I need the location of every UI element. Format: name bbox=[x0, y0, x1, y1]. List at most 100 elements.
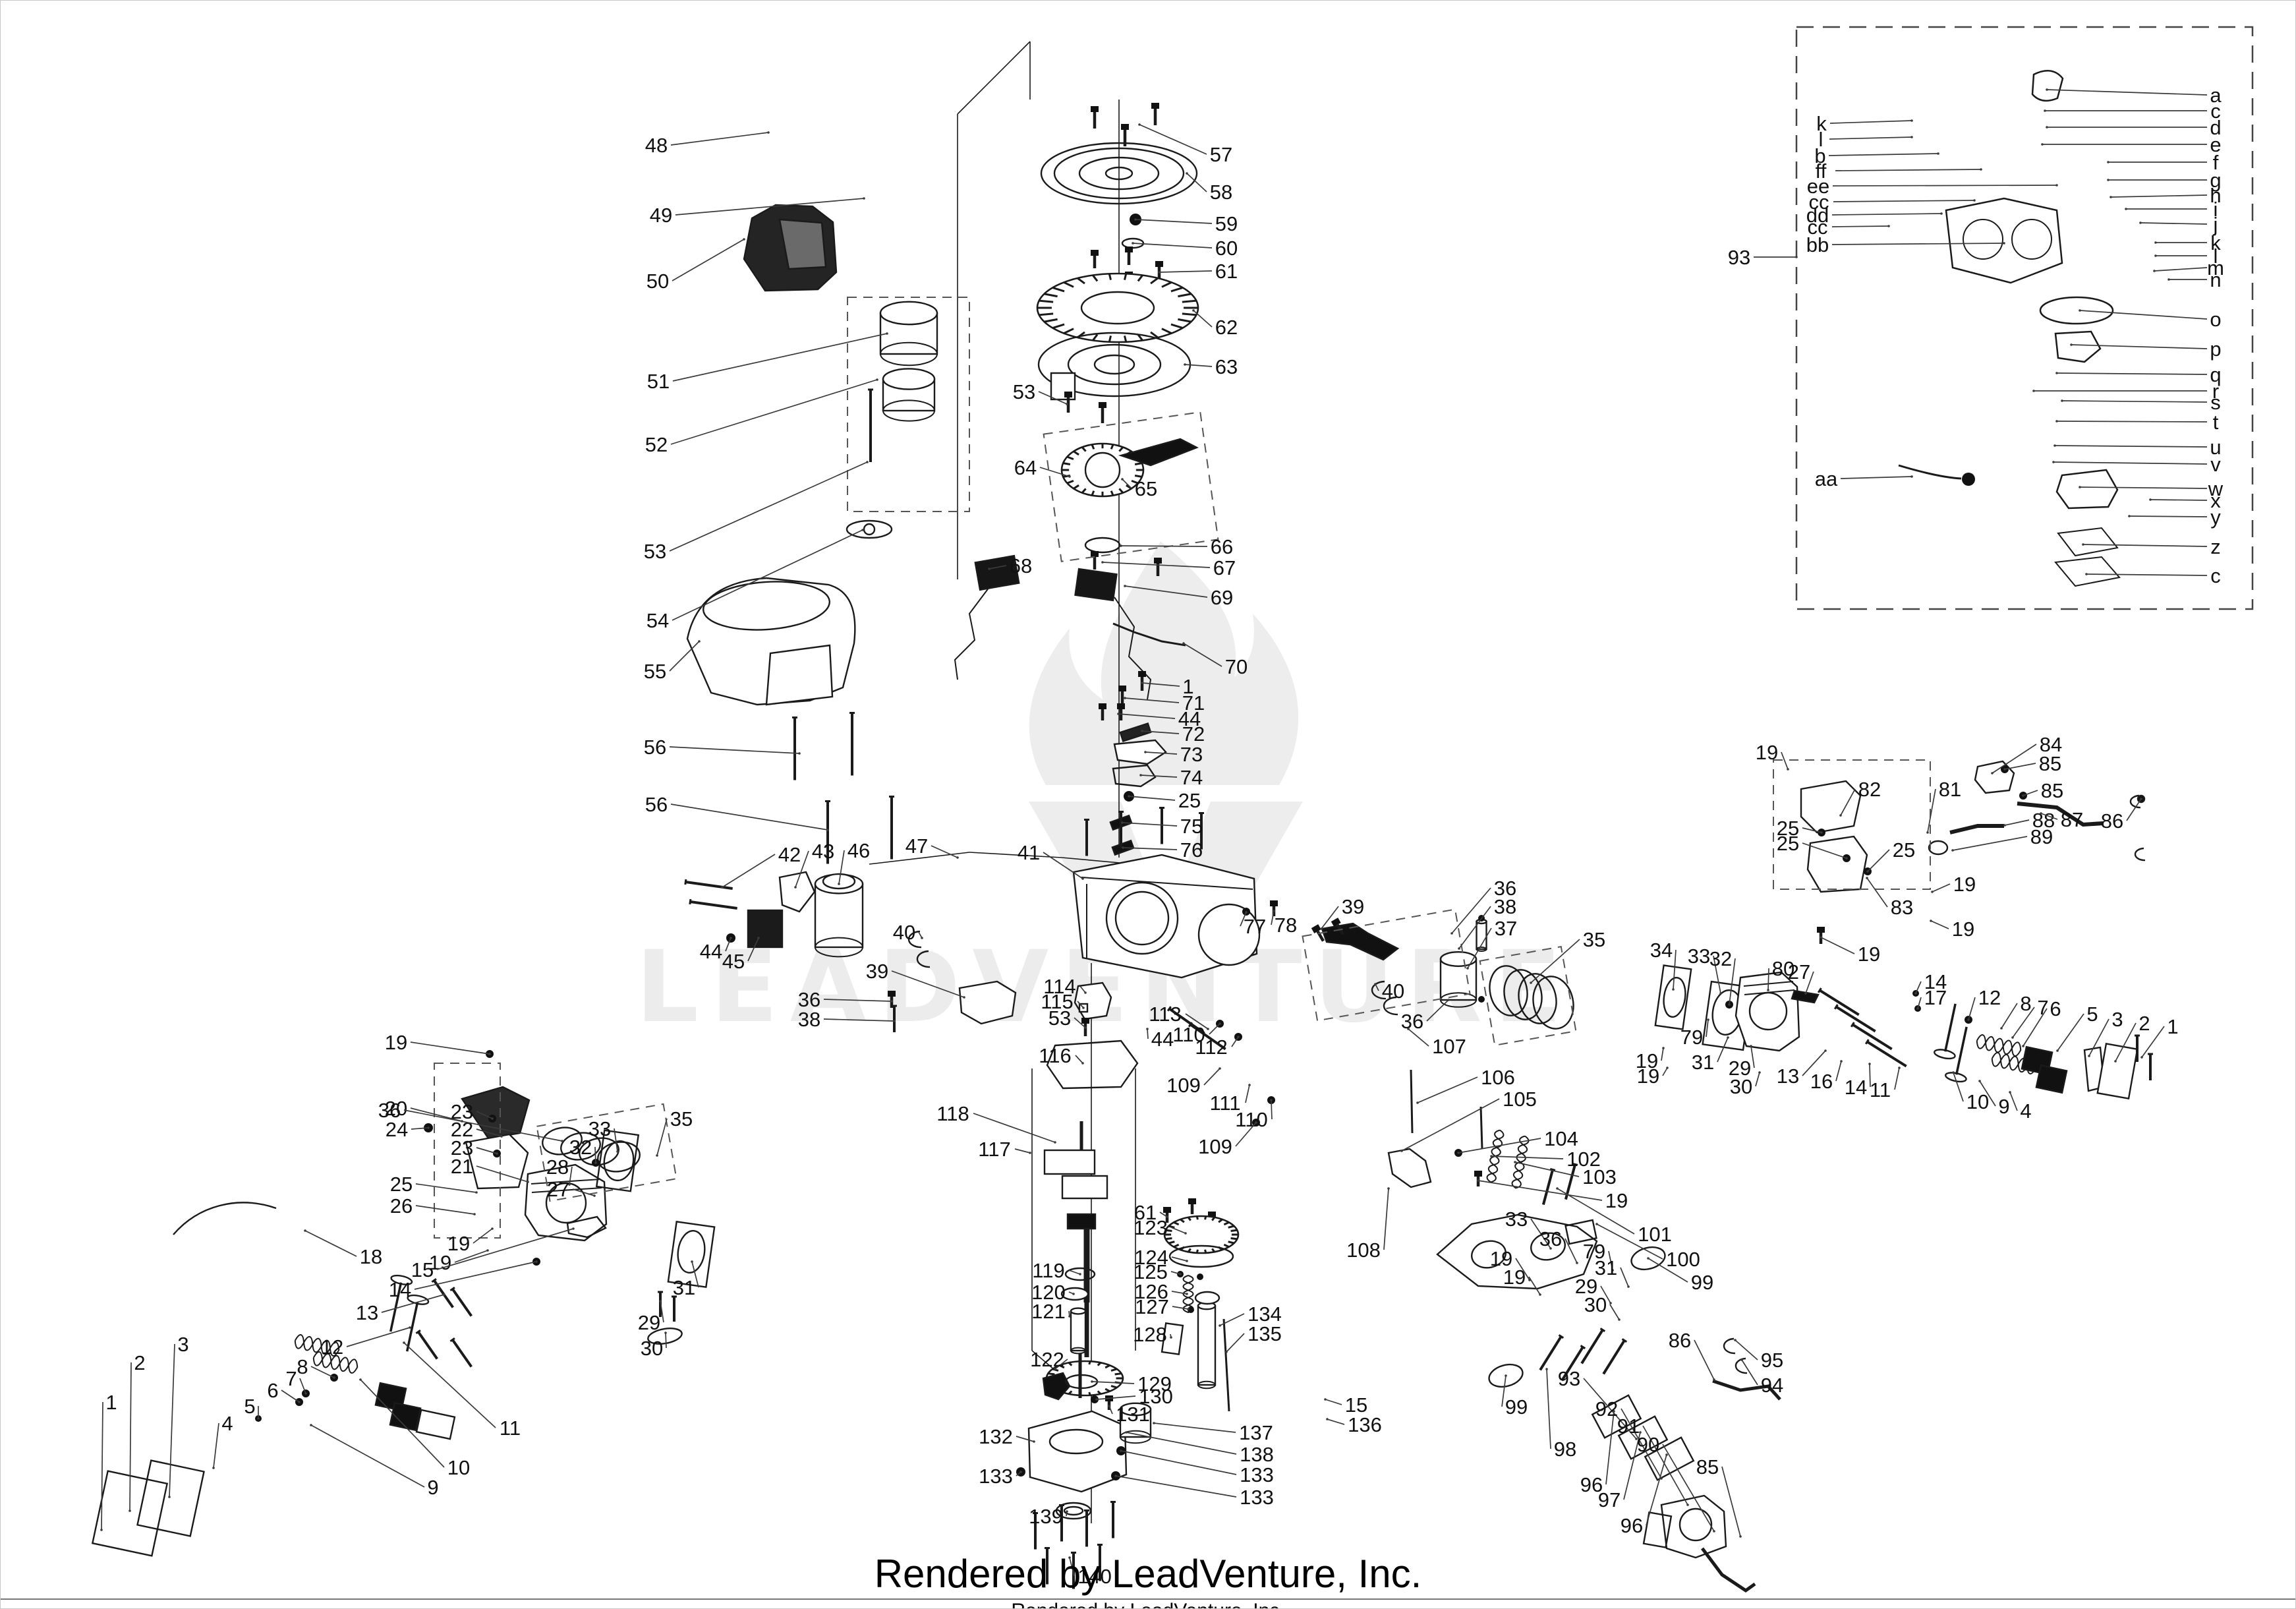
svg-text:41: 41 bbox=[1018, 841, 1040, 864]
svg-text:111: 111 bbox=[1209, 1092, 1240, 1115]
svg-text:k: k bbox=[2210, 231, 2221, 254]
callout-33: 33 bbox=[1688, 945, 1722, 995]
callout-19: 19 bbox=[1820, 936, 1880, 966]
svg-text:b: b bbox=[1814, 144, 1825, 167]
callout-59: 59 bbox=[1134, 212, 1238, 235]
callout-10: 10 bbox=[1952, 1071, 1989, 1113]
svg-text:109: 109 bbox=[1198, 1135, 1232, 1158]
svg-text:t: t bbox=[2213, 411, 2219, 434]
callout-84: 84 bbox=[1991, 733, 2062, 775]
callout-a: a bbox=[2046, 84, 2222, 107]
callout-30: 30 bbox=[1584, 1293, 1621, 1321]
svg-text:24: 24 bbox=[386, 1118, 408, 1141]
svg-text:29: 29 bbox=[1575, 1275, 1597, 1298]
callout-42: 42 bbox=[721, 843, 801, 889]
callout-31: 31 bbox=[673, 1260, 699, 1299]
callout-90: 90 bbox=[1637, 1433, 1715, 1533]
svg-text:51: 51 bbox=[647, 370, 670, 393]
svg-text:85: 85 bbox=[2041, 779, 2063, 802]
svg-text:56: 56 bbox=[645, 793, 668, 816]
svg-text:ff: ff bbox=[1816, 160, 1827, 183]
callout-70: 70 bbox=[1182, 642, 1248, 678]
callout-38: 38 bbox=[798, 1008, 896, 1031]
dashed-group-boxes bbox=[434, 297, 1931, 1239]
svg-text:33: 33 bbox=[1505, 1208, 1528, 1231]
callout-86: 86 bbox=[1669, 1329, 1715, 1381]
callout-85: 85 bbox=[1696, 1455, 1742, 1538]
svg-text:48: 48 bbox=[645, 134, 668, 157]
callout-109: 109 bbox=[1166, 1067, 1221, 1097]
callout-11: 11 bbox=[1870, 1067, 1901, 1101]
callout-104: 104 bbox=[1457, 1127, 1578, 1154]
svg-text:k: k bbox=[1816, 112, 1827, 135]
callout-116: 116 bbox=[1039, 1044, 1084, 1067]
svg-text:1: 1 bbox=[1182, 675, 1193, 698]
callout-78: 78 bbox=[1271, 910, 1297, 937]
svg-text:96: 96 bbox=[1621, 1514, 1643, 1537]
svg-text:61: 61 bbox=[1134, 1201, 1157, 1224]
svg-text:7: 7 bbox=[2037, 996, 2048, 1019]
svg-text:62: 62 bbox=[1215, 316, 1238, 339]
svg-text:1: 1 bbox=[105, 1391, 117, 1414]
svg-text:5: 5 bbox=[2086, 1003, 2098, 1026]
callout-25: 25 bbox=[1128, 789, 1201, 812]
svg-text:40: 40 bbox=[1382, 980, 1404, 1003]
svg-text:36: 36 bbox=[1494, 877, 1516, 900]
svg-text:f: f bbox=[2213, 151, 2219, 174]
callout-i: i bbox=[2125, 198, 2218, 221]
callout-29: 29 bbox=[1729, 1045, 1755, 1080]
svg-text:g: g bbox=[2210, 169, 2221, 192]
svg-text:118: 118 bbox=[936, 1102, 969, 1125]
svg-text:89: 89 bbox=[2030, 825, 2053, 848]
callout-45: 45 bbox=[722, 937, 760, 973]
callout-27: 27 bbox=[547, 1178, 596, 1201]
callout-15: 15 bbox=[1324, 1393, 1367, 1417]
callout-123: 123 bbox=[1134, 1216, 1187, 1239]
svg-text:30: 30 bbox=[1584, 1293, 1607, 1316]
callout-25: 25 bbox=[1777, 832, 1848, 860]
callout-85: 85 bbox=[2022, 779, 2063, 802]
callout-14: 14 bbox=[1914, 970, 1947, 995]
footer-rendered-by-clipped: Rendered by LeadVenture, Inc. bbox=[1, 1601, 2295, 1608]
svg-text:115: 115 bbox=[1041, 990, 1073, 1013]
callout-31: 31 bbox=[1692, 1036, 1729, 1074]
svg-text:81: 81 bbox=[1939, 778, 1961, 801]
callout-36: 36 bbox=[378, 1099, 563, 1142]
callout-25: 25 bbox=[1777, 817, 1823, 840]
callout-100: 100 bbox=[1595, 1223, 1700, 1271]
svg-text:33: 33 bbox=[588, 1117, 611, 1140]
callout-v: v bbox=[2052, 453, 2221, 476]
svg-text:139: 139 bbox=[1029, 1505, 1063, 1528]
svg-text:1: 1 bbox=[2167, 1015, 2178, 1038]
svg-text:133: 133 bbox=[1240, 1463, 1274, 1486]
callout-q: q bbox=[2055, 363, 2222, 386]
svg-text:98: 98 bbox=[1554, 1438, 1576, 1461]
svg-text:100: 100 bbox=[1666, 1248, 1700, 1271]
callout-75: 75 bbox=[1121, 815, 1203, 838]
svg-text:8: 8 bbox=[297, 1355, 308, 1378]
svg-text:46: 46 bbox=[847, 839, 870, 862]
bottom-rule bbox=[1, 1598, 2295, 1600]
callout-72: 72 bbox=[1141, 722, 1205, 746]
svg-text:2: 2 bbox=[134, 1351, 145, 1374]
callout-71: 71 bbox=[1124, 691, 1205, 715]
svg-text:43: 43 bbox=[812, 840, 834, 863]
callout-102: 102 bbox=[1490, 1148, 1601, 1171]
callout-130: 130 bbox=[1095, 1385, 1173, 1408]
callout-93: 93 bbox=[1558, 1367, 1638, 1440]
svg-text:72: 72 bbox=[1182, 722, 1205, 746]
callout-14: 14 bbox=[1845, 1063, 1871, 1099]
callout-124: 124 bbox=[1134, 1246, 1188, 1269]
svg-text:x: x bbox=[2210, 489, 2221, 512]
callout-n: n bbox=[2167, 268, 2222, 291]
callout-138: 138 bbox=[1125, 1431, 1274, 1466]
callout-135: 135 bbox=[1225, 1322, 1282, 1353]
callout-67: 67 bbox=[1101, 556, 1236, 579]
callout-66: 66 bbox=[1120, 535, 1233, 558]
callout-79: 79 bbox=[1680, 1018, 1709, 1049]
svg-text:6: 6 bbox=[267, 1379, 278, 1402]
svg-text:31: 31 bbox=[673, 1276, 695, 1299]
svg-text:99: 99 bbox=[1691, 1271, 1713, 1294]
callout-19: 19 bbox=[1756, 741, 1789, 771]
svg-text:110: 110 bbox=[1172, 1023, 1205, 1046]
